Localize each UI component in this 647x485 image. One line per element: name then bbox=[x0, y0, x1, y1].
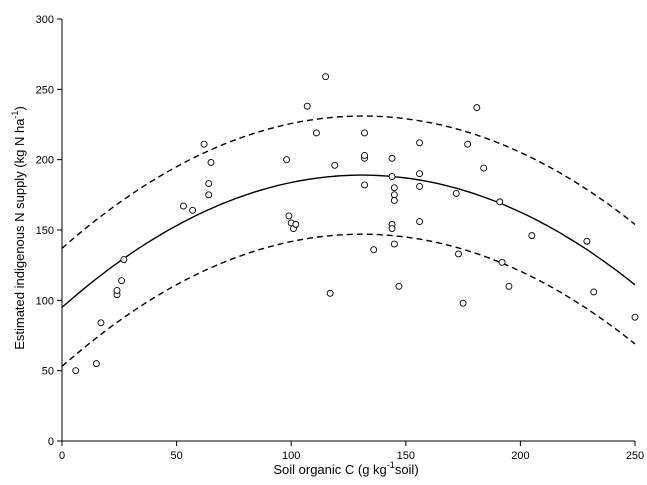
data-point bbox=[292, 220, 300, 228]
confidence-band-line-1 bbox=[61, 115, 636, 249]
data-point bbox=[416, 218, 424, 226]
data-point bbox=[416, 170, 424, 178]
data-point bbox=[370, 246, 378, 254]
data-point bbox=[326, 289, 334, 297]
y-axis-title-tail: ) bbox=[12, 106, 27, 110]
x-tick-label: 200 bbox=[511, 450, 529, 462]
data-point bbox=[388, 225, 396, 233]
x-axis-title-main: Soil organic C (g kg bbox=[273, 462, 386, 477]
y-tick-label: 300 bbox=[36, 14, 54, 26]
data-point bbox=[322, 73, 330, 81]
data-point bbox=[473, 104, 481, 112]
data-point bbox=[207, 159, 215, 166]
data-point bbox=[92, 360, 100, 368]
y-axis-title-main: Estimated indigenous N supply (kg N ha bbox=[12, 118, 27, 350]
data-point bbox=[416, 182, 424, 190]
data-point bbox=[528, 232, 536, 240]
x-axis-title-tail: soil) bbox=[395, 462, 419, 477]
y-tick-label: 150 bbox=[36, 225, 54, 237]
y-tick-label: 0 bbox=[48, 436, 54, 448]
confidence-band-line-2 bbox=[61, 233, 636, 367]
data-point bbox=[312, 129, 320, 137]
data-point bbox=[97, 319, 105, 327]
data-point bbox=[285, 212, 293, 220]
plot-area: 0 50 100 150 200 250 300 0 50 100 150 200 250 bbox=[36, 14, 645, 462]
data-point bbox=[205, 191, 213, 199]
x-axis-title: Soil organic C (g kg-1soil) bbox=[273, 460, 418, 477]
data-point bbox=[388, 154, 396, 162]
data-point bbox=[583, 237, 591, 245]
x-tick-label: 150 bbox=[397, 450, 415, 462]
data-point bbox=[459, 299, 467, 307]
data-point bbox=[390, 197, 398, 204]
data-point bbox=[590, 288, 598, 296]
data-point bbox=[631, 313, 639, 321]
data-point bbox=[283, 156, 291, 164]
data-point bbox=[120, 256, 128, 263]
data-point bbox=[361, 181, 368, 189]
y-tick-label: 100 bbox=[36, 295, 54, 307]
y-tick-label: 200 bbox=[36, 155, 54, 167]
data-point bbox=[189, 206, 197, 214]
data-point bbox=[416, 139, 424, 147]
data-point bbox=[505, 282, 513, 290]
data-point bbox=[180, 202, 187, 210]
y-tick-label: 50 bbox=[42, 366, 54, 378]
data-point bbox=[395, 282, 403, 290]
data-point bbox=[390, 240, 398, 248]
data-point bbox=[113, 287, 121, 294]
y-axis-title: Estimated indigenous N supply (kg N ha-1… bbox=[10, 106, 27, 350]
x-tick-label: 0 bbox=[59, 450, 65, 462]
data-point bbox=[72, 367, 80, 375]
data-point bbox=[496, 198, 504, 206]
data-point bbox=[388, 173, 396, 180]
x-tick-label: 100 bbox=[282, 450, 300, 462]
data-point bbox=[118, 277, 126, 285]
fitted-curve-line bbox=[61, 174, 636, 308]
data-point bbox=[390, 191, 398, 199]
data-point bbox=[200, 140, 208, 148]
data-point bbox=[331, 161, 339, 169]
data-point bbox=[390, 184, 398, 192]
data-point bbox=[480, 164, 488, 172]
x-axis-title-sup: -1 bbox=[387, 460, 395, 470]
data-point bbox=[205, 180, 213, 188]
y-tick-label: 250 bbox=[36, 84, 54, 96]
data-point bbox=[452, 189, 460, 197]
data-point bbox=[455, 250, 462, 258]
data-point bbox=[303, 102, 311, 110]
data-point bbox=[498, 258, 506, 266]
data-point bbox=[464, 140, 472, 148]
data-point bbox=[361, 129, 368, 137]
y-axis-title-sup: -1 bbox=[10, 111, 20, 119]
x-tick-label: 250 bbox=[626, 450, 644, 462]
data-point bbox=[361, 151, 368, 159]
x-tick-label: 50 bbox=[170, 450, 182, 462]
